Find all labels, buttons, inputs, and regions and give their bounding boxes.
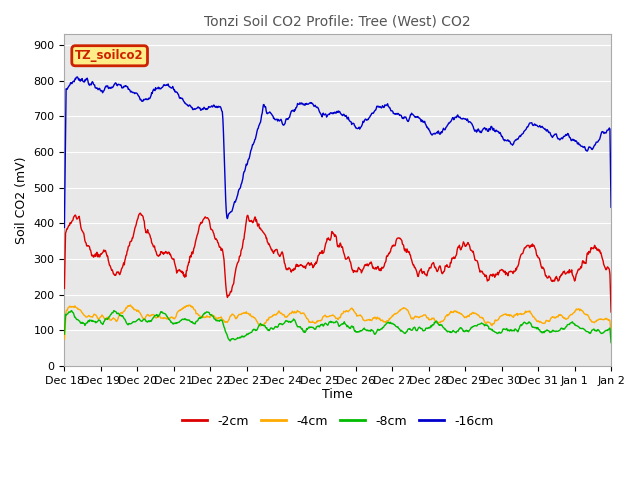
Y-axis label: Soil CO2 (mV): Soil CO2 (mV) xyxy=(15,156,28,244)
X-axis label: Time: Time xyxy=(323,388,353,401)
Legend: -2cm, -4cm, -8cm, -16cm: -2cm, -4cm, -8cm, -16cm xyxy=(177,409,499,432)
Title: Tonzi Soil CO2 Profile: Tree (West) CO2: Tonzi Soil CO2 Profile: Tree (West) CO2 xyxy=(204,15,471,29)
Text: TZ_soilco2: TZ_soilco2 xyxy=(76,49,144,62)
